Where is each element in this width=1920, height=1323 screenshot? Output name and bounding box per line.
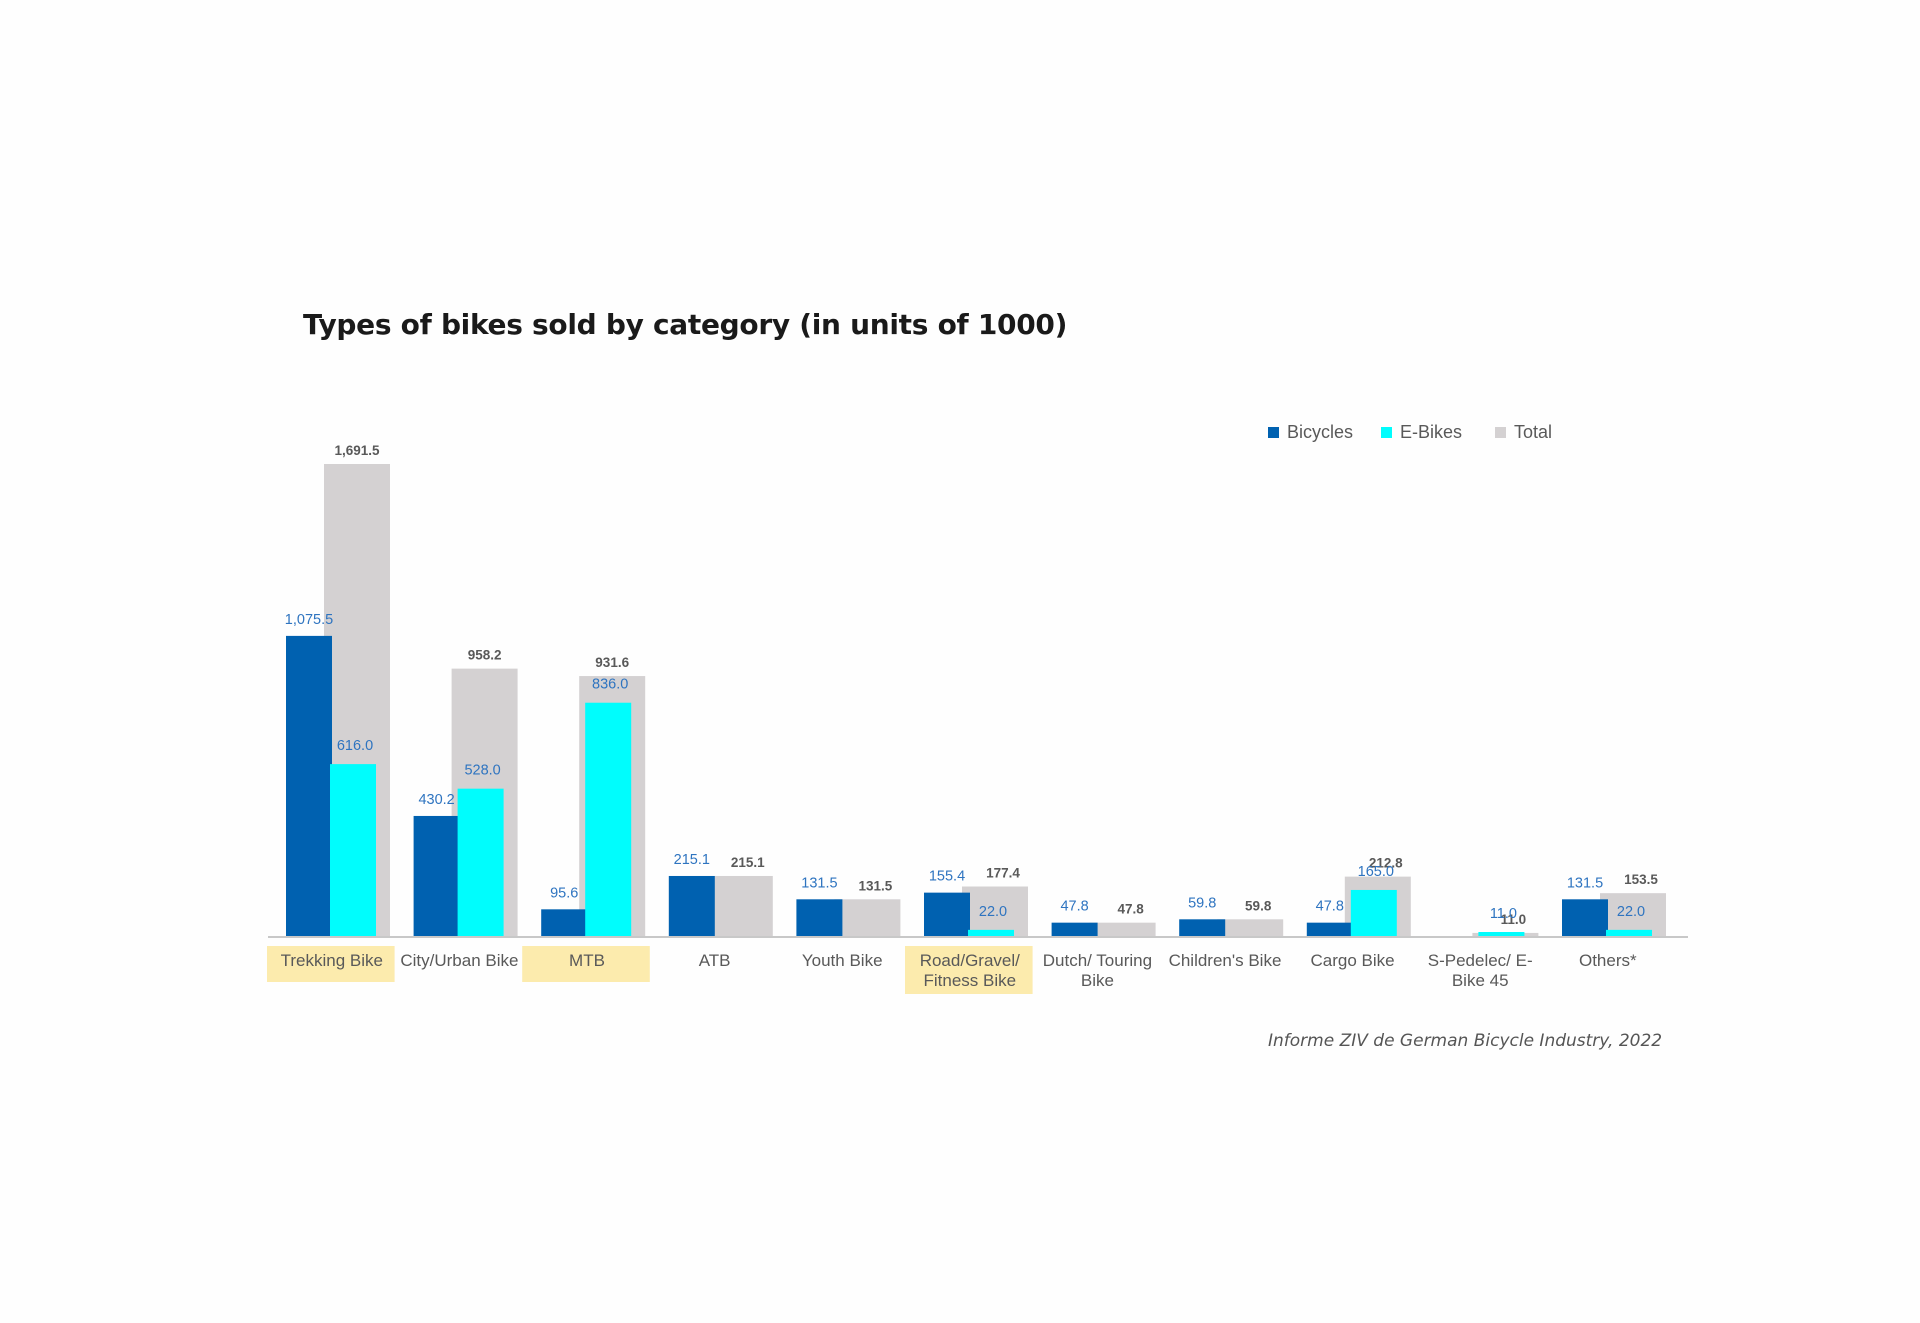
chart-title: Types of bikes sold by category (in unit… <box>303 308 1068 341</box>
value-label-total-others: 153.5 <box>1624 872 1658 887</box>
value-label-bicycles-road-gravel-fitness-bike: 155.4 <box>929 869 965 885</box>
value-label-bicycles-atb: 215.1 <box>674 852 710 868</box>
bar-total-children-s-bike <box>1217 919 1284 936</box>
value-label-bicycles-cargo-bike: 47.8 <box>1316 899 1344 915</box>
category-label-trekking-bike: Trekking Bike <box>281 951 383 970</box>
bar-total-atb <box>706 875 773 936</box>
category-label-mtb: MTB <box>569 951 605 970</box>
value-label-total-children-s-bike: 59.8 <box>1245 898 1272 913</box>
category-label-others: Others* <box>1579 951 1637 970</box>
bar-bicycles-dutch-touring-bike <box>1051 922 1098 936</box>
value-label-bicycles-mtb: 95.6 <box>550 885 578 901</box>
value-label-total-s-pedelec-e-bike-45: 11.0 <box>1501 912 1527 927</box>
legend-swatch-total <box>1495 427 1506 438</box>
legend-swatch-bicycles <box>1268 427 1279 438</box>
value-label-total-road-gravel-fitness-bike: 177.4 <box>986 865 1020 880</box>
category-label-dutch-touring-bike: Dutch/ Touring Bike <box>1043 951 1152 990</box>
category-labels: Trekking Bike City/Urban Bike MTB ATB Youth … <box>281 951 1637 990</box>
bar-total-road-gravel-fitness-bike <box>962 886 1028 936</box>
value-label-bicycles-city-urban-bike: 430.2 <box>418 792 454 808</box>
bar-ebikes-mtb <box>585 702 632 936</box>
value-label-total-mtb: 931.6 <box>595 655 629 670</box>
value-label-ebikes-s-pedelec-e-bike-45: 11.0 <box>1490 906 1517 922</box>
bar-bicycles-cargo-bike <box>1306 922 1353 936</box>
category-highlight-trekking-bike <box>267 946 395 982</box>
value-label-total-cargo-bike: 212.8 <box>1369 856 1403 871</box>
source-note: Informe ZIV de German Bicycle Industry, … <box>1268 1031 1663 1051</box>
legend-label-e-bikes: E-Bikes <box>1400 422 1462 442</box>
bar-bicycles-others <box>1562 899 1608 936</box>
value-label-total-atb: 215.1 <box>731 855 765 870</box>
value-label-bicycles-dutch-touring-bike: 47.8 <box>1060 899 1088 915</box>
category-label-city-urban-bike: City/Urban Bike <box>400 951 518 970</box>
value-label-ebikes-trekking-bike: 616.0 <box>337 738 373 754</box>
category-label-children-s-bike: Children's Bike <box>1169 951 1282 970</box>
bar-bicycles-trekking-bike <box>286 635 332 936</box>
category-label-s-pedelec-e-bike-45: S-Pedelec/ E-Bike 45 <box>1428 951 1533 990</box>
value-label-ebikes-others: 22.0 <box>1617 904 1645 920</box>
bar-ebikes-cargo-bike <box>1350 889 1397 936</box>
value-label-bicycles-others: 131.5 <box>1567 875 1603 891</box>
value-label-ebikes-city-urban-bike: 528.0 <box>464 763 500 779</box>
category-highlight-road-gravel-fitness-bike <box>905 946 1033 994</box>
bar-bicycles-city-urban-bike <box>413 815 460 936</box>
bar-total-others <box>1600 893 1666 936</box>
bar-bicycles-children-s-bike <box>1179 919 1226 936</box>
bar-ebikes-road-gravel-fitness-bike <box>968 929 1014 936</box>
value-label-total-trekking-bike: 1,691.5 <box>334 443 380 458</box>
value-label-ebikes-road-gravel-fitness-bike: 22.0 <box>979 904 1007 920</box>
bar-bicycles-mtb <box>541 909 588 936</box>
bars-group <box>286 464 1666 936</box>
legend-label-bicycles: Bicycles <box>1287 422 1353 442</box>
bar-ebikes-trekking-bike <box>330 764 376 936</box>
category-label-road-gravel-fitness-bike: Road/Gravel/Fitness Bike <box>920 951 1020 990</box>
value-label-bicycles-trekking-bike: 1,075.5 <box>285 612 333 628</box>
value-label-total-dutch-touring-bike: 47.8 <box>1117 902 1144 917</box>
bar-ebikes-s-pedelec-e-bike-45 <box>1478 932 1525 936</box>
category-highlight-mtb <box>522 946 650 982</box>
bar-ebikes-city-urban-bike <box>457 788 504 936</box>
bar-bicycles-youth-bike <box>796 899 843 936</box>
bar-total-youth-bike <box>834 899 901 936</box>
value-label-bicycles-children-s-bike: 59.8 <box>1188 895 1216 911</box>
value-label-total-city-urban-bike: 958.2 <box>468 648 502 663</box>
legend-swatch-e-bikes <box>1381 427 1392 438</box>
category-label-youth-bike: Youth Bike <box>802 951 883 970</box>
legend: Bicycles E-Bikes Total <box>1268 422 1552 442</box>
category-highlights <box>267 946 1033 994</box>
value-label-bicycles-youth-bike: 131.5 <box>801 875 837 891</box>
bar-total-dutch-touring-bike <box>1089 922 1156 936</box>
category-label-atb: ATB <box>699 951 731 970</box>
value-label-ebikes-mtb: 836.0 <box>592 677 628 693</box>
value-label-total-youth-bike: 131.5 <box>859 878 893 893</box>
value-label-ebikes-cargo-bike: 165.0 <box>1358 864 1394 880</box>
bar-bicycles-atb <box>668 875 715 936</box>
bar-bicycles-road-gravel-fitness-bike <box>924 892 970 936</box>
legend-label-total: Total <box>1514 422 1552 442</box>
category-label-cargo-bike: Cargo Bike <box>1311 951 1395 970</box>
bar-ebikes-others <box>1606 929 1652 936</box>
value-labels: 1,691.5 1,075.5 616.0 958.2 430.2 528.0 931.6 9… <box>285 443 1659 927</box>
